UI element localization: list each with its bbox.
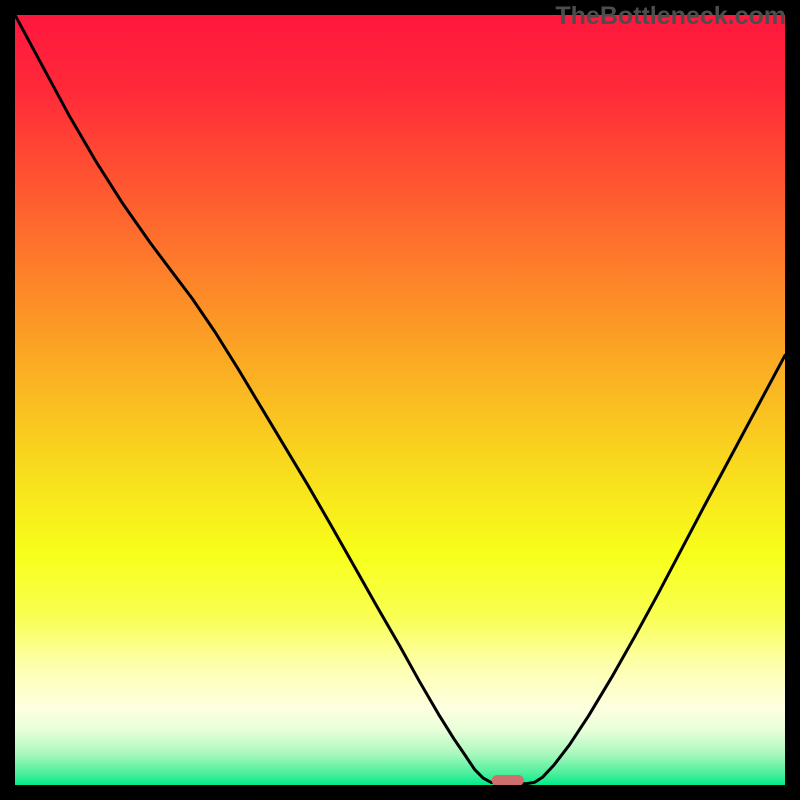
plot-area (15, 15, 785, 785)
watermark-text: TheBottleneck.com (555, 2, 786, 31)
curve-line (15, 15, 785, 784)
optimal-marker (492, 775, 524, 785)
chart-canvas: TheBottleneck.com (0, 0, 800, 800)
bottleneck-curve (15, 15, 785, 785)
